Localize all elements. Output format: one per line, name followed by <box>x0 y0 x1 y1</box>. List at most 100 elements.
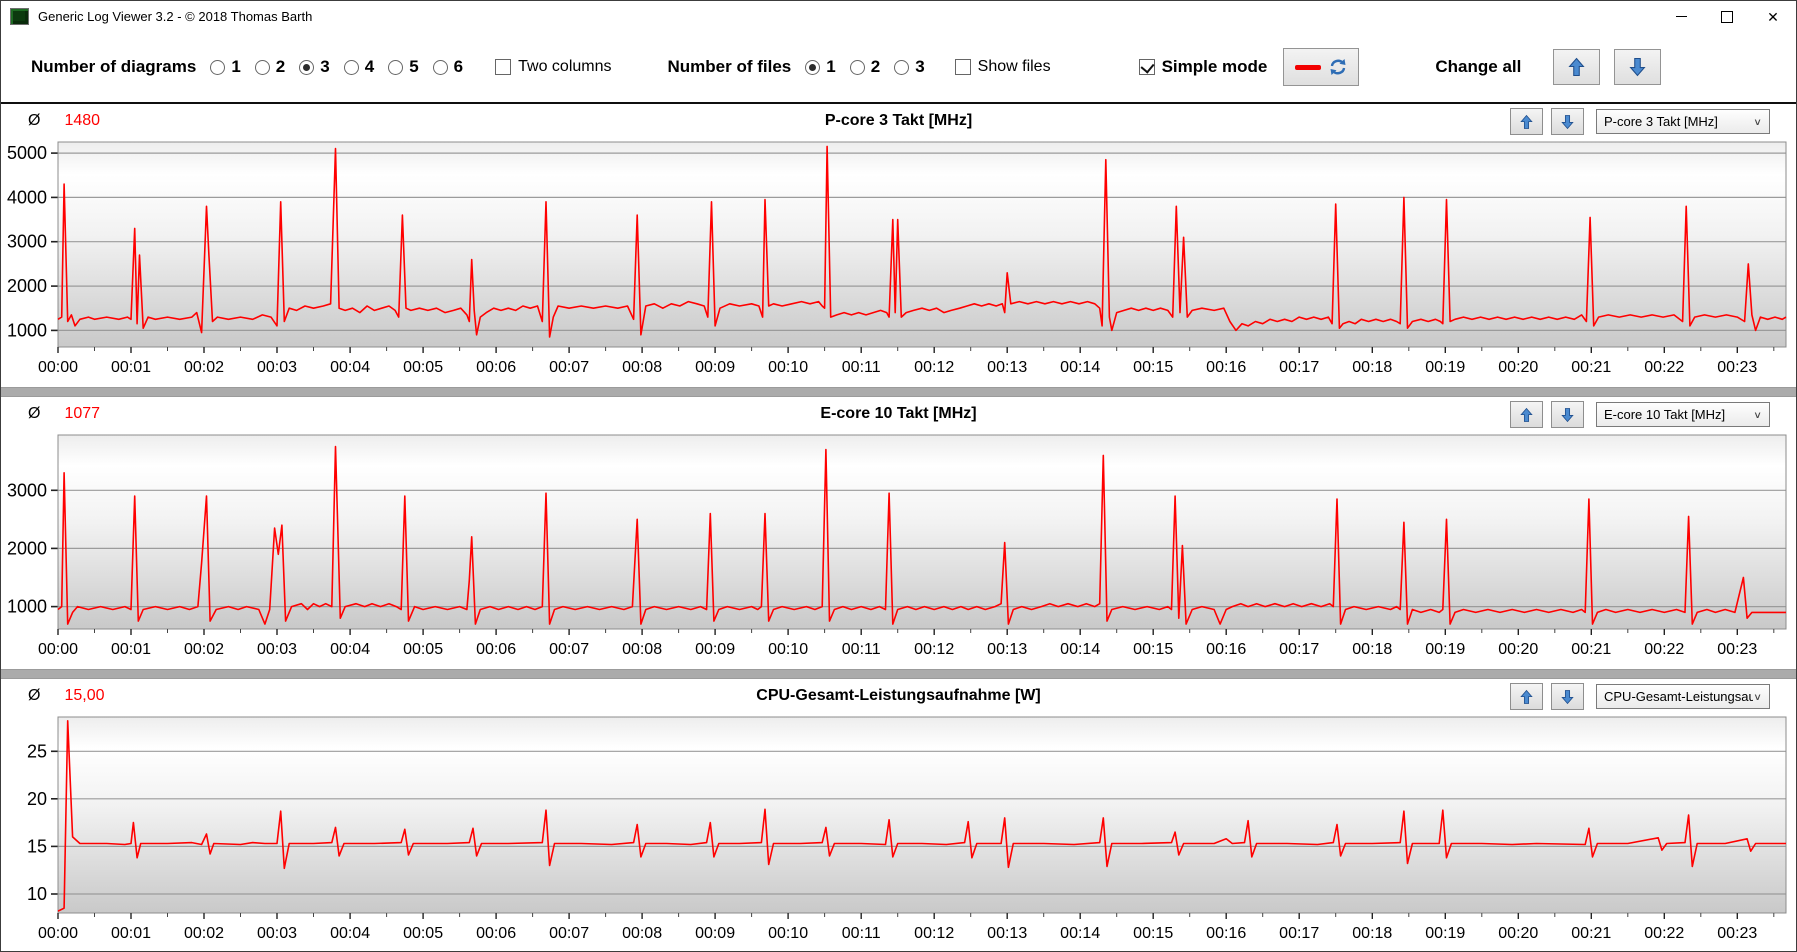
svg-text:00:07: 00:07 <box>549 359 589 376</box>
change-all-down-button[interactable] <box>1614 49 1662 85</box>
svg-text:00:00: 00:00 <box>38 641 78 658</box>
svg-text:00:17: 00:17 <box>1279 925 1319 942</box>
line-style-button[interactable] <box>1283 48 1360 86</box>
files-radio-3[interactable]: 3 <box>894 57 925 77</box>
show-files-checkbox[interactable]: Show files <box>954 58 1051 76</box>
svg-text:00:04: 00:04 <box>330 641 370 658</box>
chevron-down-icon: ∨ <box>1753 690 1762 703</box>
move-down-button[interactable] <box>1551 683 1584 710</box>
signal-select[interactable]: E-core 10 Takt [MHz] ∨ <box>1596 402 1770 427</box>
diagrams-radio-2[interactable]: 2 <box>254 57 285 77</box>
svg-text:00:19: 00:19 <box>1425 359 1465 376</box>
move-down-button[interactable] <box>1551 108 1584 135</box>
svg-text:00:14: 00:14 <box>1060 925 1100 942</box>
chevron-down-icon: ∨ <box>1753 115 1762 128</box>
close-button[interactable]: ✕ <box>1750 1 1796 32</box>
svg-text:00:10: 00:10 <box>768 641 808 658</box>
chart-header: Ø 15,00 CPU-Gesamt-Leistungsaufnahme [W]… <box>1 679 1796 712</box>
svg-text:00:14: 00:14 <box>1060 359 1100 376</box>
radio-icon <box>254 59 270 75</box>
svg-text:00:18: 00:18 <box>1352 925 1392 942</box>
svg-text:00:13: 00:13 <box>987 641 1027 658</box>
svg-text:00:10: 00:10 <box>768 925 808 942</box>
average-symbol: Ø <box>28 404 41 422</box>
svg-text:00:06: 00:06 <box>476 925 516 942</box>
svg-text:00:22: 00:22 <box>1644 925 1684 942</box>
svg-text:00:02: 00:02 <box>184 359 224 376</box>
diagrams-radio-4[interactable]: 4 <box>343 57 374 77</box>
radio-icon <box>432 59 448 75</box>
svg-text:00:15: 00:15 <box>1133 925 1173 942</box>
change-all-up-button[interactable] <box>1553 49 1601 85</box>
files-radio-2[interactable]: 2 <box>849 57 880 77</box>
line-chart: 1000 2000 3000 4000 5000 00:00 00:01 00:02 00:03… <box>7 141 1787 376</box>
svg-text:00:09: 00:09 <box>695 641 735 658</box>
diagrams-radio-5[interactable]: 5 <box>388 57 419 77</box>
signal-select[interactable]: CPU-Gesamt-Leistungsau ∨ <box>1596 684 1770 709</box>
move-down-button[interactable] <box>1551 401 1584 428</box>
maximize-button[interactable] <box>1704 1 1750 32</box>
svg-text:00:04: 00:04 <box>330 925 370 942</box>
svg-text:00:18: 00:18 <box>1352 641 1392 658</box>
svg-text:00:08: 00:08 <box>622 925 662 942</box>
maximize-icon <box>1721 10 1733 23</box>
arrow-down-icon <box>1561 689 1574 704</box>
diagrams-label: Number of diagrams <box>31 57 197 76</box>
svg-text:00:13: 00:13 <box>987 359 1027 376</box>
move-up-button[interactable] <box>1510 683 1543 710</box>
svg-text:00:23: 00:23 <box>1717 359 1757 376</box>
svg-text:00:17: 00:17 <box>1279 359 1319 376</box>
svg-text:00:15: 00:15 <box>1133 641 1173 658</box>
svg-text:00:09: 00:09 <box>695 925 735 942</box>
diagrams-radio-3[interactable]: 3 <box>299 57 330 77</box>
signal-select[interactable]: P-core 3 Takt [MHz] ∨ <box>1596 109 1770 134</box>
chart-panel-ecore: Ø 1077 E-core 10 Takt [MHz] E-core 10 Ta… <box>1 397 1796 669</box>
svg-text:00:10: 00:10 <box>768 359 808 376</box>
minimize-button[interactable] <box>1658 1 1704 32</box>
svg-text:00:20: 00:20 <box>1498 641 1538 658</box>
files-radio-1[interactable]: 1 <box>805 57 836 77</box>
red-line-swatch-icon <box>1294 64 1321 70</box>
average-value: 1480 <box>64 111 101 129</box>
svg-text:00:21: 00:21 <box>1571 359 1611 376</box>
panel-splitter[interactable] <box>1 387 1796 397</box>
svg-text:15: 15 <box>27 836 47 856</box>
simple-mode-checkbox[interactable]: Simple mode <box>1138 57 1267 77</box>
change-all-label: Change all <box>1435 57 1522 76</box>
svg-text:00:04: 00:04 <box>330 359 370 376</box>
chart-plot-area: 1000 2000 3000 4000 5000 00:00 00:01 00:02 00:03… <box>1 137 1796 387</box>
move-up-button[interactable] <box>1510 108 1543 135</box>
app-icon <box>10 8 29 25</box>
svg-text:2000: 2000 <box>7 538 47 558</box>
arrow-up-icon <box>1568 57 1585 77</box>
chart-controls: CPU-Gesamt-Leistungsau ∨ <box>1502 683 1770 710</box>
svg-text:00:07: 00:07 <box>549 641 589 658</box>
svg-text:00:23: 00:23 <box>1717 641 1757 658</box>
refresh-icon <box>1330 59 1346 75</box>
checkbox-icon <box>495 59 512 75</box>
arrow-down-icon <box>1561 114 1574 129</box>
chart-header: Ø 1480 P-core 3 Takt [MHz] P-core 3 Takt… <box>1 104 1796 137</box>
move-up-button[interactable] <box>1510 401 1543 428</box>
svg-text:00:01: 00:01 <box>111 359 151 376</box>
arrow-down-icon <box>1561 407 1574 422</box>
diagrams-radio-6[interactable]: 6 <box>432 57 463 77</box>
svg-text:00:18: 00:18 <box>1352 359 1392 376</box>
radio-icon <box>894 59 910 75</box>
chart-controls: E-core 10 Takt [MHz] ∨ <box>1502 401 1770 428</box>
svg-text:00:12: 00:12 <box>914 925 954 942</box>
svg-text:00:16: 00:16 <box>1206 641 1246 658</box>
window-controls: ✕ <box>1658 1 1796 32</box>
svg-text:00:22: 00:22 <box>1644 641 1684 658</box>
svg-text:10: 10 <box>27 884 47 904</box>
panel-splitter[interactable] <box>1 669 1796 679</box>
average-value: 1077 <box>64 404 101 422</box>
two-columns-checkbox[interactable]: Two columns <box>495 58 612 76</box>
svg-text:00:21: 00:21 <box>1571 925 1611 942</box>
svg-text:00:01: 00:01 <box>111 641 151 658</box>
svg-text:00:07: 00:07 <box>549 925 589 942</box>
diagrams-radio-1[interactable]: 1 <box>210 57 241 77</box>
svg-text:1000: 1000 <box>7 597 47 617</box>
svg-text:1000: 1000 <box>7 320 47 340</box>
svg-text:00:12: 00:12 <box>914 641 954 658</box>
